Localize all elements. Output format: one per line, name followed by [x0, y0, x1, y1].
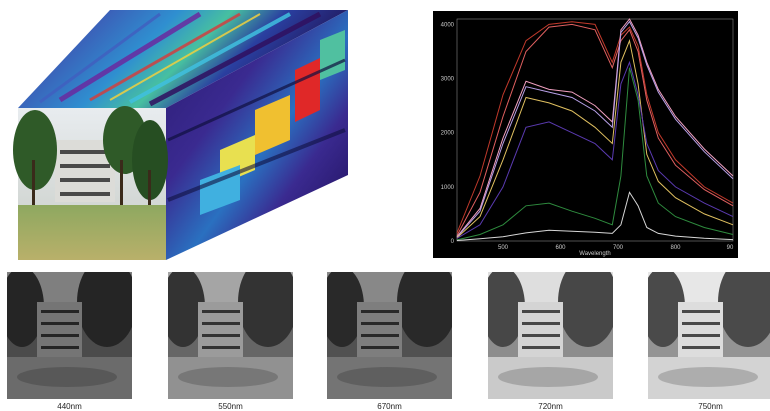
band-label: 440nm — [57, 402, 82, 411]
band-scene — [7, 272, 132, 399]
cube-top-streaks — [39, 11, 322, 107]
y-tick-label: 2000 — [441, 131, 455, 137]
cube-front-scene — [13, 106, 168, 260]
band-scene — [168, 272, 293, 399]
spectrum-line-4 — [456, 20, 734, 238]
spectral-plot: 0 1000 2000 3000 4000 500 600 700 800 90 Wavelen… — [433, 11, 738, 258]
band-image — [7, 272, 132, 399]
y-tick-label: 3000 — [441, 77, 455, 83]
band-label: 750nm — [698, 402, 723, 411]
cube-side-hotspots — [167, 30, 346, 215]
x-tick-label: 600 — [555, 245, 566, 251]
band-label: 550nm — [218, 402, 243, 411]
hyperspectral-cube — [13, 10, 348, 260]
x-tick-label: 90 — [727, 245, 734, 251]
spectrum-line-2 — [456, 23, 734, 236]
band-label: 720nm — [538, 402, 563, 411]
spectrum-line-1 — [456, 21, 734, 234]
y-tick-label: 1000 — [441, 185, 455, 191]
y-tick-label: 0 — [451, 239, 455, 245]
spectrum-line-8 — [456, 191, 734, 241]
plot-frame — [456, 18, 734, 242]
band-image — [488, 272, 613, 399]
band-image — [648, 272, 770, 399]
x-tick-label: 500 — [498, 245, 509, 251]
band-scene — [648, 272, 770, 399]
band-image — [168, 272, 293, 399]
y-tick-label: 4000 — [441, 22, 455, 28]
x-axis-label: Wavelength — [579, 251, 610, 257]
spectrum-line-5 — [456, 38, 734, 239]
x-tick-label: 700 — [613, 245, 624, 251]
band-scene — [327, 272, 452, 399]
spectrum-line-7 — [456, 67, 734, 241]
band-image — [327, 272, 452, 399]
plot-background — [433, 11, 738, 258]
band-label: 670nm — [377, 402, 402, 411]
x-tick-label: 800 — [670, 245, 681, 251]
band-scene — [488, 272, 613, 399]
spectrum-line-6 — [456, 60, 734, 239]
